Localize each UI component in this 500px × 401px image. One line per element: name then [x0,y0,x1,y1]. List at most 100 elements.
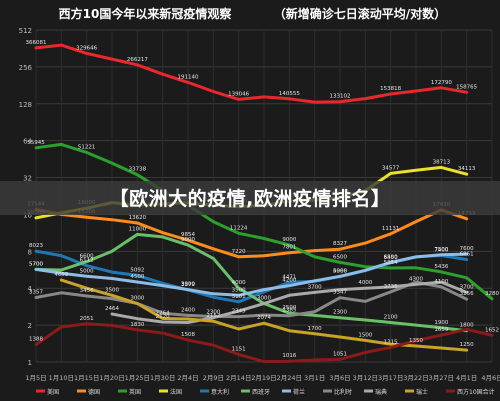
data-label: 2500 [282,305,296,311]
data-label: 2120 [156,314,170,320]
data-label: 191140 [178,74,199,80]
x-tick-label: 2月19日 [251,374,276,382]
legend: 美国 德国 英国 法国 意大利 西班牙 荷兰 比利时 瑞典 瑞士 西方10国合计 [36,388,495,396]
data-label: 7500 [434,247,448,253]
data-label: 4000 [358,280,372,286]
data-label: 3280 [485,291,499,297]
data-label: 3700 [460,284,474,290]
x-tick-label: 1月10日 [49,374,74,382]
y-axis: 1 2 4 8 16 32 64 128 256 512 [19,27,33,367]
data-label: 3000 [130,296,144,302]
data-label: 7600 [460,246,474,252]
x-tick-label: 3月1日 [304,374,325,382]
x-tick-label: 2月14日 [226,374,251,382]
data-label: 7400 [434,247,448,253]
data-label: 5700 [29,261,43,267]
series-line [34,142,494,301]
x-tick-label: 1月25日 [125,374,150,382]
data-label: 8023 [29,243,43,249]
x-axis: 1月5日 1月10日 1月15日 1月20日 1月25日 1月30日 2月4日 2月9日 2月1… [25,374,500,382]
data-label: 4966 [333,269,347,275]
data-label: 1900 [434,320,448,326]
legend-label: 英国 [129,388,141,396]
data-label: 38713 [433,159,451,165]
y-tick-label: 2 [28,322,32,330]
data-label: 3500 [105,287,119,293]
data-label: 5092 [130,267,144,273]
data-label: 7220 [232,249,246,255]
data-label: 5000 [80,268,94,274]
data-label: 33738 [129,167,147,173]
series-line [34,43,469,104]
legend-label: 瑞典 [375,388,387,396]
x-tick-label: 1月30日 [150,374,175,382]
data-label: 1151 [232,347,246,353]
data-label: 6112 [80,258,94,264]
y-tick-label: 32 [23,175,32,183]
data-label: 11131 [382,226,400,232]
data-label: 4100 [434,279,448,285]
data-label: 1016 [282,353,296,359]
data-label: 4471 [282,274,296,280]
data-label: 2264 [156,311,170,317]
data-label: 2300 [206,310,220,316]
data-label: 1500 [358,332,372,338]
data-label: 153818 [380,86,401,92]
y-tick-label: 4 [28,285,33,293]
data-label: 266217 [127,57,148,63]
legend-label: 美国 [47,388,59,396]
series-line [110,280,469,324]
x-tick-label: 2月4日 [177,374,198,382]
data-label: 3256 [460,291,474,297]
data-label: 172790 [431,80,452,86]
data-label: 4659 [54,272,68,278]
data-label: 4000 [232,280,246,286]
data-label: 1700 [308,326,322,332]
data-label: 3456 [80,288,94,294]
x-tick-label: 2月9日 [203,374,224,382]
data-label: 4500 [130,274,144,280]
data-label: 140555 [279,91,300,97]
x-tick-label: 3月22日 [403,374,428,382]
y-tick-label: 1 [28,359,32,367]
legend-label: 瑞士 [416,388,428,396]
y-tick-label: 16 [23,211,32,219]
data-label: 13620 [129,215,147,221]
data-label: 2074 [257,315,271,321]
data-label: 51221 [78,145,96,151]
data-label: 9000 [282,237,296,243]
data-label: 329646 [76,45,97,51]
data-label: 1800 [460,323,474,329]
x-tick-label: 1月5日 [25,374,46,382]
data-label: 3500 [232,287,246,293]
x-tick-label: 2月24日 [277,374,302,382]
series-line [34,322,494,364]
data-label: 6500 [384,254,398,260]
data-label: 9000 [181,237,195,243]
series-line [34,280,469,319]
chart-title: 西方10国今年以来新冠疫情观察 [59,6,233,21]
data-label: 6500 [333,254,347,260]
data-label: 3000 [257,296,271,302]
data-label: 1315 [384,339,398,345]
series-line [34,232,469,333]
data-label: 158765 [456,84,477,90]
data-label: 5000 [333,268,347,274]
data-label: 3879 [181,282,195,288]
data-label: 5436 [434,264,448,270]
data-label: 1051 [333,351,347,357]
data-label: 4200 [282,278,296,284]
data-label: 55945 [27,140,45,146]
y-tick-label: 256 [19,64,33,72]
data-label: 2349 [232,309,246,315]
data-label: 6450 [384,255,398,261]
data-label: 2400 [181,307,195,313]
data-label: 3347 [333,290,347,296]
x-tick-label: 3月27日 [429,374,454,382]
data-label: 1652 [485,327,499,333]
x-tick-label: 1月15日 [74,374,99,382]
data-label: 1830 [130,322,144,328]
series-line [34,252,469,297]
x-tick-label: 1月20日 [99,374,124,382]
